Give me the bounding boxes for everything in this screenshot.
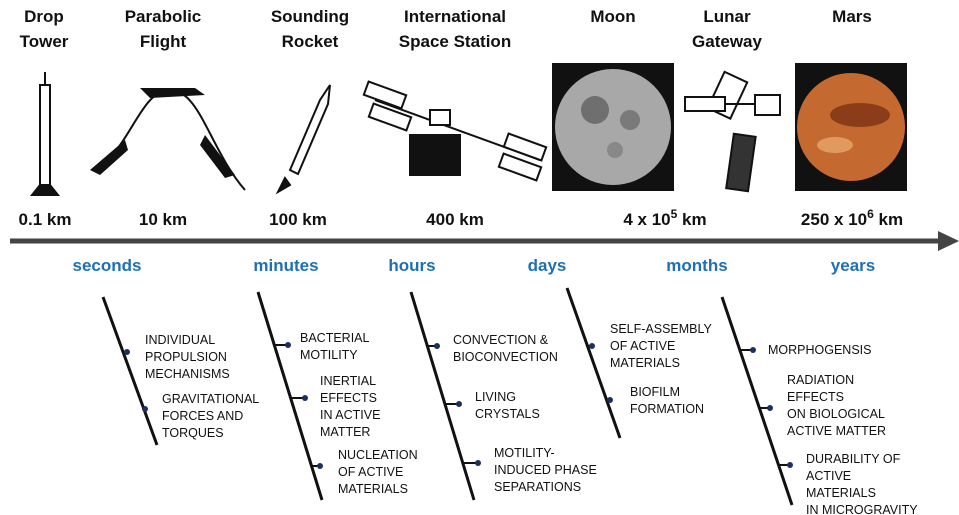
branch-item: MATERIALS [806,486,876,500]
branch-item: ON BIOLOGICAL [787,407,885,421]
timescale: minutes [253,256,318,275]
branch-item: INDIVIDUAL [145,333,215,347]
diagram: Drop Tower 0.1 km Parabolic Flight 10 km Sound… [0,0,959,515]
platform-name: International [404,7,506,26]
platform-name: Rocket [282,32,339,51]
branch-item: MOTILITY [300,348,358,362]
branch-item: BIOCONVECTION [453,350,558,364]
branch-dot [589,343,595,349]
distance-unit: km [874,210,903,229]
branch-item: EFFECTS [320,391,377,405]
platform-name: Parabolic [125,7,202,26]
branch-item: NUCLEATION [338,448,418,462]
branch-item: CONVECTION & [453,333,549,347]
distance: 0.1 km [19,210,72,229]
timescale: seconds [73,256,142,275]
branch-item: EFFECTS [787,390,844,404]
distance-base: 250 x 10 [801,210,867,229]
timescale: days [528,256,567,275]
gateway-icon [685,72,780,191]
parabolic-flight-icon [90,88,245,190]
platform-name: Flight [140,32,187,51]
branch-dot [750,347,756,353]
branch-item: FORCES AND [162,409,243,423]
branch-item: SEPARATIONS [494,480,581,494]
branch-dot [434,343,440,349]
branch-dot [302,395,308,401]
branch-dot [787,462,793,468]
branch-item: MATTER [320,425,370,439]
branch-item: MATERIALS [610,356,680,370]
distance: 10 km [139,210,187,229]
distance: 100 km [269,210,327,229]
branch-item: FORMATION [630,402,704,416]
mars-icon [795,63,907,191]
iss-icon [364,82,546,181]
branch-item: ACTIVE [806,469,851,483]
branch-item: BIOFILM [630,385,680,399]
distance: 250 x 106 km [801,207,903,229]
drop-tower-icon [32,72,58,195]
branch-dot [285,342,291,348]
platform-name: Lunar [703,7,751,26]
platform-name: Moon [590,7,635,26]
branch-item: CRYSTALS [475,407,540,421]
distance: 4 x 105 km [623,207,706,229]
platform-name: Gateway [692,32,762,51]
platform-name: Drop [24,7,64,26]
branch-dot [317,463,323,469]
branch-item: MORPHOGENSIS [768,343,872,357]
timescale: hours [388,256,435,275]
distance: 400 km [426,210,484,229]
sounding-rocket-icon [278,85,330,192]
branch-item: LIVING [475,390,516,404]
timescale: months [666,256,727,275]
branch-item: DURABILITY OF [806,452,901,466]
branch-item: BACTERIAL [300,331,370,345]
distance-base: 4 x 10 [623,210,670,229]
branch-item: OF ACTIVE [610,339,675,353]
branch-item: IN ACTIVE [320,408,380,422]
platform-name: Mars [832,7,872,26]
branch-item: ACTIVE MATTER [787,424,886,438]
branch-item: TORQUES [162,426,224,440]
distance-unit: km [677,210,706,229]
branch-item: SELF-ASSEMBLY [610,322,713,336]
branch-item: GRAVITATIONAL [162,392,259,406]
branch-dot [124,349,130,355]
branch-dot [607,397,613,403]
branch-item: MECHANISMS [145,367,230,381]
branch-item: INDUCED PHASE [494,463,597,477]
platform-name: Tower [20,32,69,51]
branch-item: RADIATION [787,373,854,387]
branch-line [258,292,322,500]
timeline-arrow [10,231,959,251]
branch-item: PROPULSION [145,350,227,364]
branch-dot [142,406,148,412]
branch-item: INERTIAL [320,374,376,388]
branch-item: IN MICROGRAVITY [806,503,918,515]
moon-icon [552,63,674,191]
branch-dot [456,401,462,407]
platform-name: Space Station [399,32,511,51]
branch-item: MATERIALS [338,482,408,496]
timescale: years [831,256,875,275]
branch-item: OF ACTIVE [338,465,403,479]
platform-name: Sounding [271,7,349,26]
branch-item: MOTILITY- [494,446,555,460]
branch-dot [475,460,481,466]
branch-line [411,292,474,500]
branch-line [722,297,792,505]
branch-dot [767,405,773,411]
